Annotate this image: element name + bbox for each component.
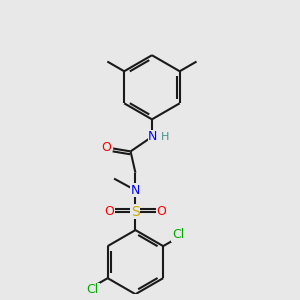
Text: N: N xyxy=(148,130,158,143)
Text: H: H xyxy=(160,132,169,142)
Text: O: O xyxy=(157,205,166,218)
Text: O: O xyxy=(101,141,111,154)
Text: S: S xyxy=(131,205,140,219)
Text: Cl: Cl xyxy=(172,228,184,241)
Text: O: O xyxy=(104,205,114,218)
Text: Cl: Cl xyxy=(87,283,99,296)
Text: N: N xyxy=(131,184,140,197)
